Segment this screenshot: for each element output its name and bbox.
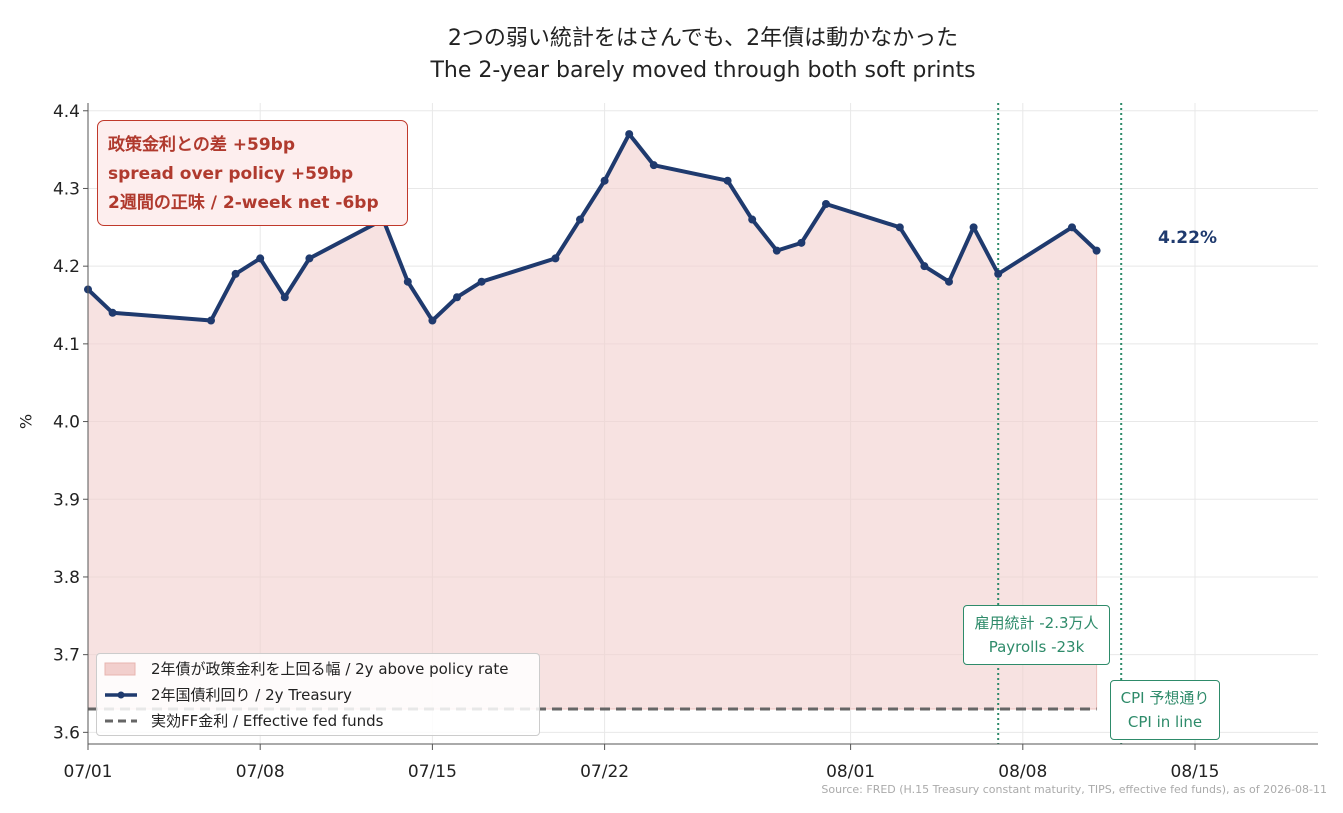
treasury-point [108, 308, 117, 317]
treasury-point [649, 161, 658, 170]
treasury-point [969, 223, 978, 232]
treasury-point [403, 277, 412, 286]
legend-swatch-fedfunds [105, 719, 137, 723]
treasury-point [895, 223, 904, 232]
y-tick-label: 4.0 [53, 413, 80, 433]
y-tick-label: 3.9 [53, 490, 80, 510]
y-axis-label: % [16, 413, 36, 430]
legend-label-fedfunds: 実効FF金利 / Effective fed funds [151, 712, 384, 730]
y-tick-label: 4.4 [53, 102, 80, 122]
treasury-point [600, 176, 609, 185]
annotation-line-3: 2週間の正味 / 2-week net -6bp [108, 193, 379, 213]
legend: 2年債が政策金利を上回る幅 / 2y above policy rate 2年国… [96, 653, 540, 736]
treasury-point [797, 238, 806, 247]
last-value-label: 4.22% [1158, 228, 1217, 248]
chart-subtitle: The 2-year barely moved through both sof… [430, 58, 976, 83]
treasury-point [551, 254, 560, 263]
annotation-line-1: 政策金利との差 +59bp [108, 135, 295, 155]
treasury-point [428, 316, 437, 325]
x-tick-label: 07/08 [236, 762, 285, 782]
legend-label-spread: 2年債が政策金利を上回る幅 / 2y above policy rate [151, 660, 509, 678]
legend-swatch-treasury [105, 691, 137, 699]
cpi-event-label: CPI 予想通り CPI in line [1110, 680, 1220, 740]
treasury-point [772, 246, 781, 255]
x-tick-label: 08/08 [998, 762, 1047, 782]
axes [83, 103, 1318, 750]
treasury-point [723, 176, 732, 185]
y-tick-label: 4.3 [53, 179, 80, 199]
payrolls-event-label: 雇用統計 -2.3万人 Payrolls -23k [963, 605, 1110, 665]
treasury-point [576, 215, 584, 224]
x-tick-label: 08/01 [826, 762, 875, 782]
y-tick-label: 4.1 [53, 335, 80, 355]
annotation-line-2: spread over policy +59bp [108, 164, 354, 184]
x-tick-label: 08/15 [1171, 762, 1220, 782]
treasury-point [207, 316, 215, 325]
event-lines-layer [997, 103, 1123, 744]
treasury-point [625, 130, 634, 139]
tick-labels: 3.6 3.7 3.8 3.9 4.0 4.1 4.2 4.3 4.4 07/01 07/08 07/… [53, 102, 1220, 782]
treasury-line-layer [84, 130, 1101, 325]
treasury-point [748, 215, 757, 224]
treasury-point [231, 269, 240, 278]
treasury-point [945, 277, 953, 286]
treasury-point [994, 269, 1003, 278]
chart-title: 2つの弱い統計をはさんでも、2年債は動かなかった [447, 26, 959, 51]
y-tick-label: 3.6 [53, 723, 80, 743]
spread-annotation-box: 政策金利との差 +59bp spread over policy +59bp 2… [97, 120, 408, 226]
payrolls-label-en: Payrolls -23k [988, 638, 1085, 656]
cpi-label-en: CPI in line [1127, 713, 1203, 731]
treasury-point [453, 293, 461, 302]
treasury-point [920, 262, 929, 271]
x-tick-label: 07/01 [64, 762, 113, 782]
x-tick-label: 07/22 [580, 762, 629, 782]
treasury-point [280, 293, 289, 302]
treasury-point [477, 277, 486, 286]
x-tick-label: 07/15 [408, 762, 457, 782]
y-tick-label: 3.7 [53, 646, 80, 666]
treasury-point [256, 254, 265, 263]
y-tick-label: 4.2 [53, 257, 80, 277]
cpi-label-jp: CPI 予想通り [1120, 689, 1210, 707]
payrolls-label-jp: 雇用統計 -2.3万人 [974, 614, 1099, 632]
treasury-point [822, 200, 830, 209]
treasury-point [1092, 246, 1101, 255]
y-tick-label: 3.8 [53, 568, 80, 588]
treasury-point [1068, 223, 1076, 232]
source-note: Source: FRED (H.15 Treasury constant mat… [821, 783, 1327, 796]
legend-label-treasury: 2年国債利回り / 2y Treasury [151, 686, 352, 704]
treasury-point [305, 254, 314, 263]
legend-swatch-spread [104, 662, 136, 676]
